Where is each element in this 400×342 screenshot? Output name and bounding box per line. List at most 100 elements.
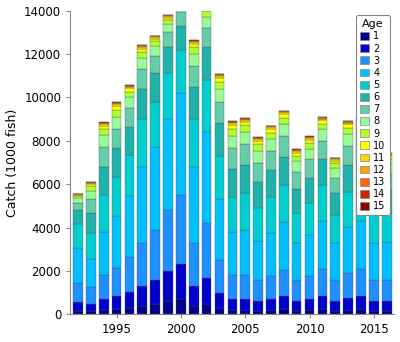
Bar bbox=[176, 0, 186, 1]
Bar bbox=[305, 203, 314, 235]
Bar bbox=[99, 123, 108, 124]
Bar bbox=[330, 159, 340, 161]
Bar bbox=[228, 129, 237, 136]
Bar bbox=[330, 280, 340, 301]
Bar bbox=[215, 156, 224, 199]
Bar bbox=[228, 275, 237, 299]
Bar bbox=[99, 310, 108, 314]
Bar bbox=[305, 137, 314, 138]
Bar bbox=[266, 299, 276, 310]
Bar bbox=[305, 136, 314, 137]
Bar bbox=[73, 198, 83, 203]
Bar bbox=[125, 86, 134, 87]
Bar bbox=[240, 193, 250, 230]
Bar bbox=[279, 136, 289, 157]
Bar bbox=[240, 299, 250, 310]
Bar bbox=[305, 140, 314, 143]
Bar bbox=[112, 104, 121, 106]
Bar bbox=[163, 301, 173, 314]
Bar bbox=[215, 75, 224, 76]
Bar bbox=[356, 221, 366, 269]
Bar bbox=[163, 271, 173, 301]
Bar bbox=[112, 103, 121, 104]
Bar bbox=[369, 161, 379, 163]
Bar bbox=[215, 76, 224, 78]
Bar bbox=[202, 80, 212, 132]
Bar bbox=[202, 9, 212, 11]
Bar bbox=[369, 158, 379, 159]
Bar bbox=[279, 296, 289, 309]
Bar bbox=[176, 1, 186, 5]
Bar bbox=[99, 129, 108, 135]
Bar bbox=[318, 118, 327, 119]
Bar bbox=[318, 117, 327, 118]
Bar bbox=[99, 299, 108, 310]
Bar bbox=[202, 223, 212, 277]
Bar bbox=[112, 216, 121, 268]
Bar bbox=[253, 311, 263, 314]
Bar bbox=[292, 150, 302, 151]
Bar bbox=[343, 273, 353, 298]
Bar bbox=[202, 17, 212, 28]
Bar bbox=[86, 259, 96, 287]
Bar bbox=[330, 193, 340, 215]
Bar bbox=[163, 74, 173, 119]
Bar bbox=[99, 167, 108, 195]
Bar bbox=[228, 169, 237, 197]
Bar bbox=[86, 183, 96, 184]
Bar bbox=[150, 41, 160, 47]
Bar bbox=[163, 17, 173, 20]
Bar bbox=[369, 178, 379, 193]
Bar bbox=[125, 155, 134, 196]
Bar bbox=[266, 129, 276, 133]
Bar bbox=[112, 296, 121, 309]
Bar bbox=[356, 120, 366, 121]
Bar bbox=[99, 147, 108, 167]
Bar bbox=[279, 157, 289, 185]
Bar bbox=[202, 28, 212, 48]
Bar bbox=[240, 126, 250, 132]
Bar bbox=[138, 58, 147, 69]
Bar bbox=[99, 126, 108, 129]
Bar bbox=[150, 56, 160, 74]
Bar bbox=[253, 144, 263, 151]
Bar bbox=[125, 308, 134, 314]
Bar bbox=[176, 12, 186, 26]
Bar bbox=[138, 89, 147, 119]
Bar bbox=[330, 161, 340, 163]
Bar bbox=[253, 141, 263, 144]
Bar bbox=[356, 309, 366, 314]
Bar bbox=[318, 120, 327, 123]
Bar bbox=[86, 233, 96, 259]
Bar bbox=[202, 6, 212, 7]
Bar bbox=[99, 124, 108, 126]
Bar bbox=[215, 81, 224, 89]
Bar bbox=[382, 153, 392, 154]
Bar bbox=[266, 133, 276, 139]
Bar bbox=[279, 113, 289, 114]
Bar bbox=[138, 49, 147, 52]
Bar bbox=[343, 124, 353, 128]
Bar bbox=[253, 209, 263, 241]
Bar bbox=[125, 92, 134, 97]
Bar bbox=[305, 159, 314, 178]
Bar bbox=[343, 193, 353, 227]
Bar bbox=[318, 309, 327, 314]
Bar bbox=[253, 138, 263, 139]
Bar bbox=[150, 280, 160, 304]
Bar bbox=[150, 39, 160, 41]
Bar bbox=[73, 194, 83, 195]
Bar bbox=[163, 20, 173, 24]
Bar bbox=[382, 155, 392, 156]
Bar bbox=[369, 163, 379, 168]
Bar bbox=[73, 196, 83, 198]
Bar bbox=[343, 165, 353, 193]
Bar bbox=[176, 26, 186, 50]
Bar bbox=[73, 210, 83, 224]
Bar bbox=[99, 232, 108, 275]
Bar bbox=[86, 213, 96, 233]
Bar bbox=[382, 156, 392, 159]
Bar bbox=[202, 132, 212, 223]
Bar bbox=[189, 66, 198, 87]
Bar bbox=[176, 5, 186, 12]
